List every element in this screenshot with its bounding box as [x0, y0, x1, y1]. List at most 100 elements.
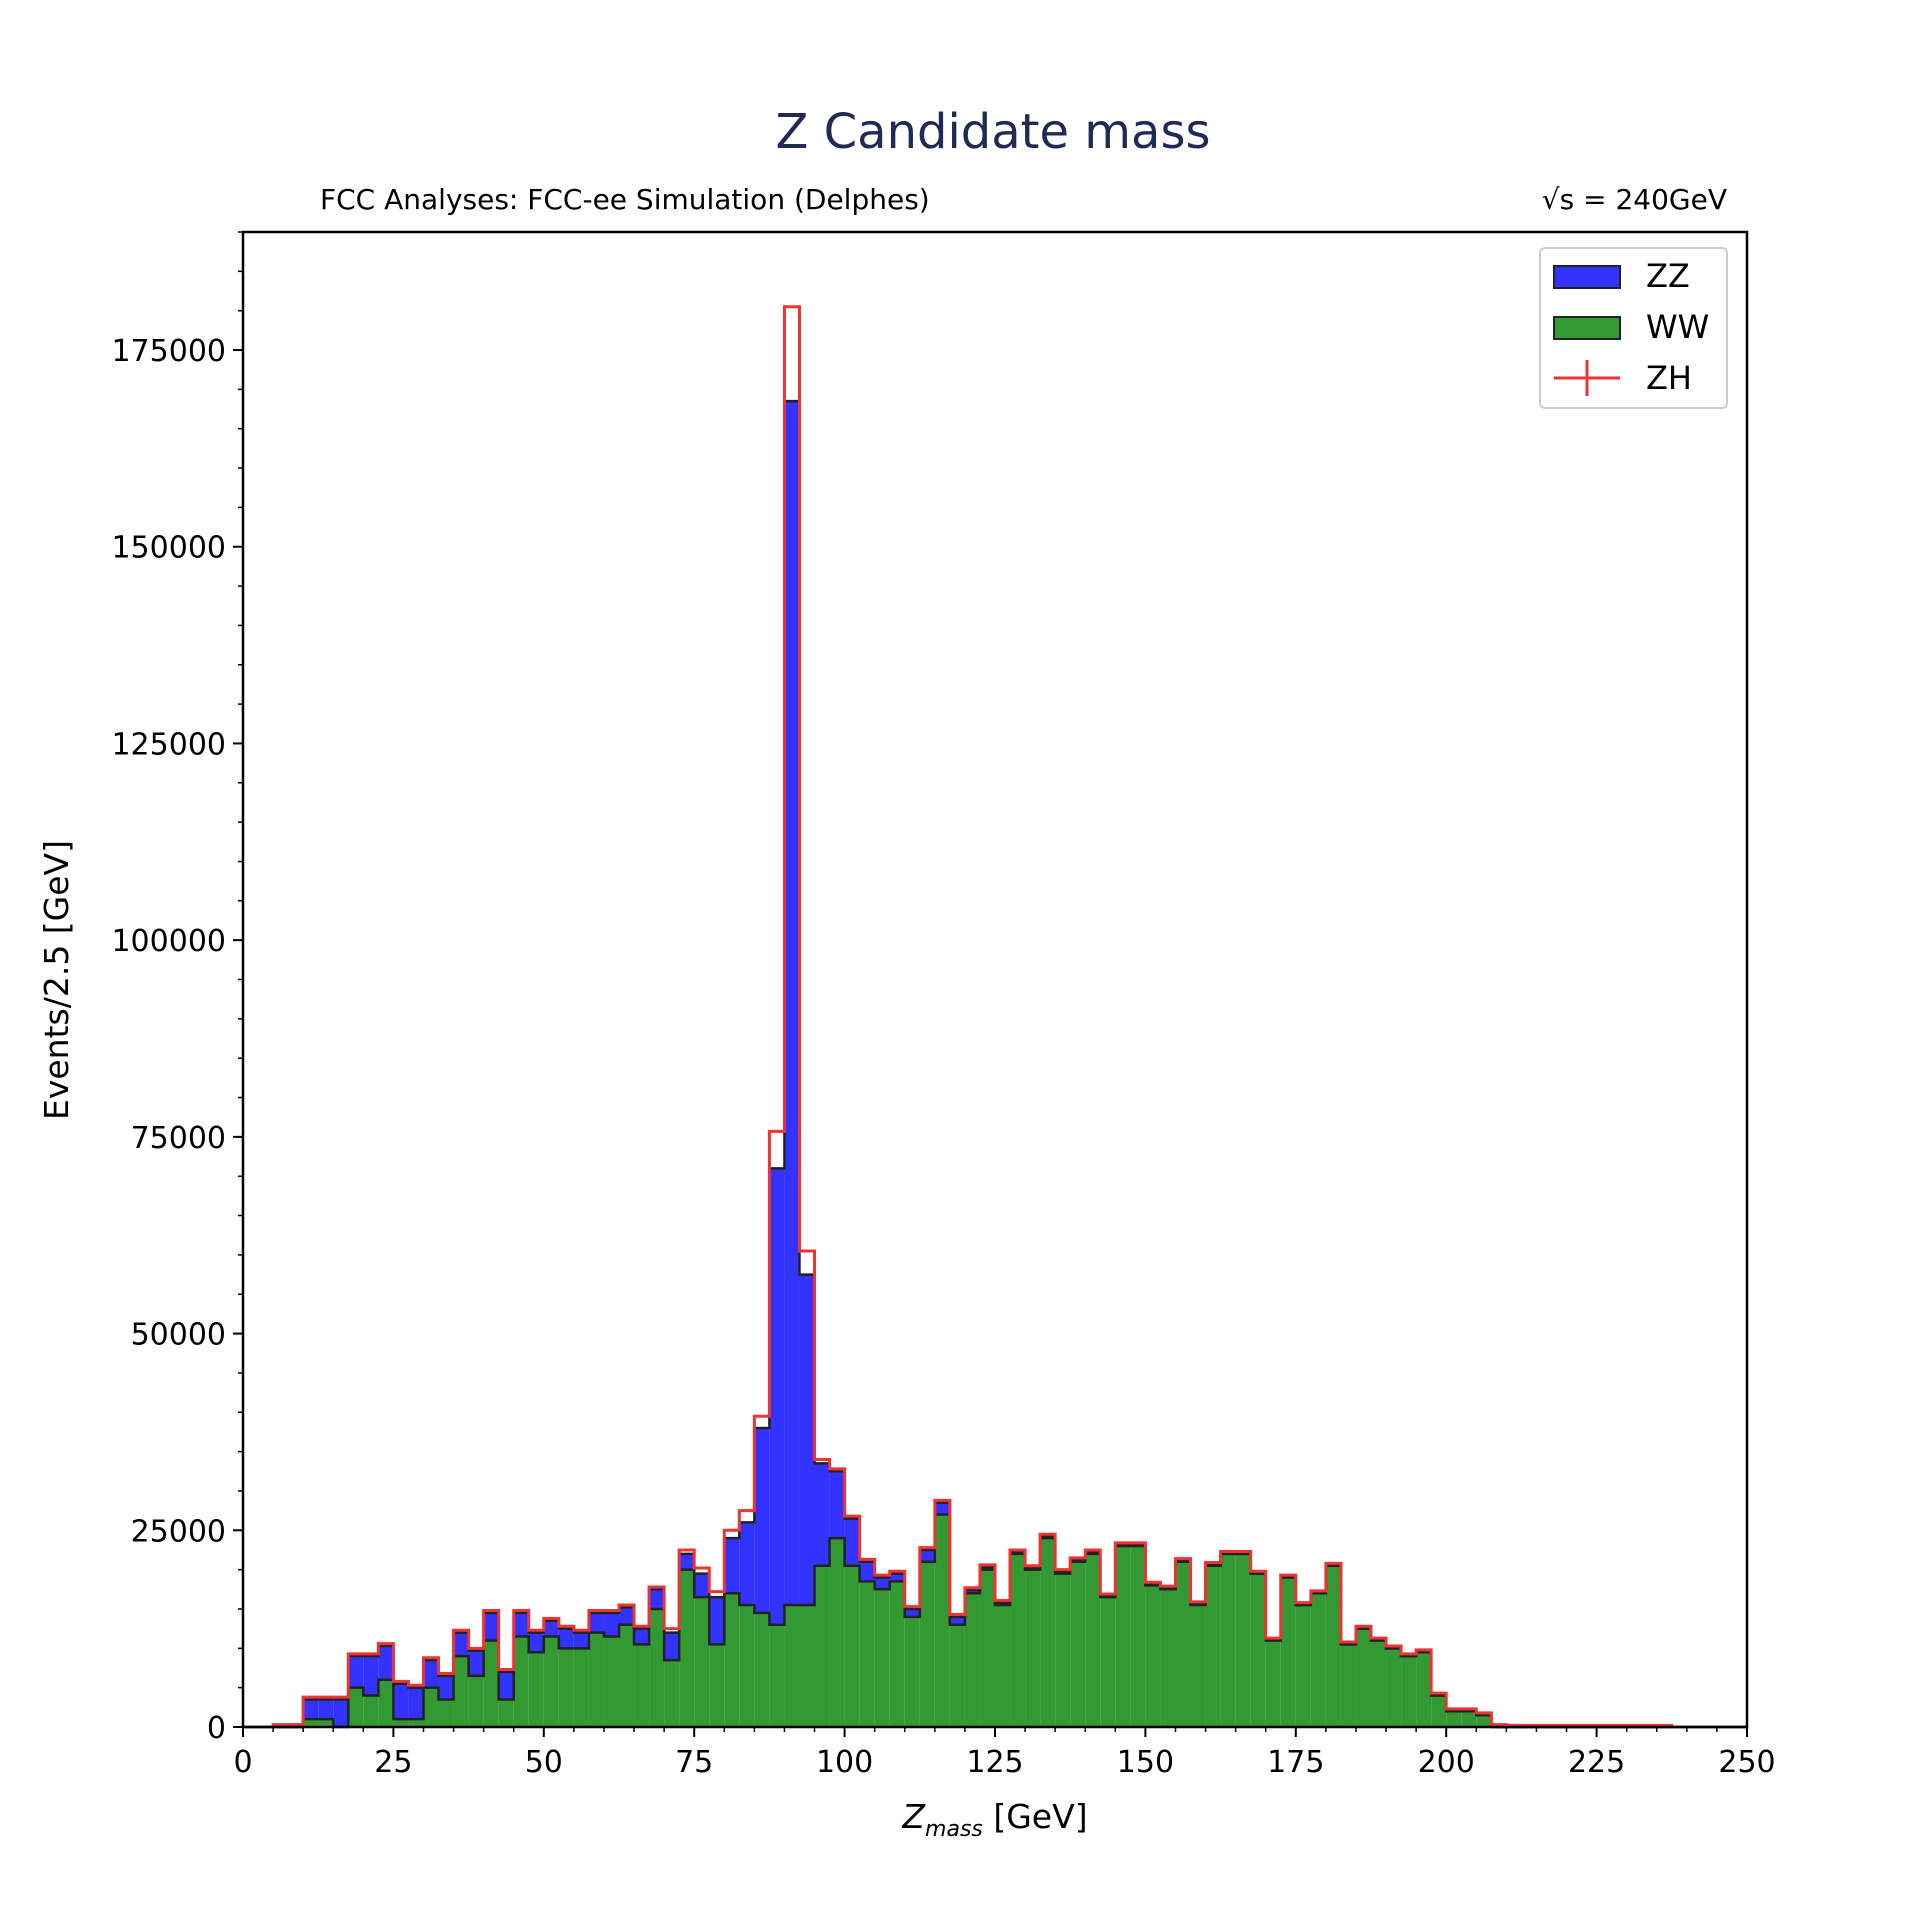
bar-ww: [1431, 1695, 1447, 1727]
bar-zz: [754, 1428, 770, 1613]
bar-ww: [588, 1632, 604, 1727]
bar-zz: [333, 1699, 349, 1727]
bar-ww: [1355, 1628, 1371, 1727]
bar-ww: [784, 1605, 800, 1727]
bar-ww: [694, 1597, 710, 1727]
bar-zz: [949, 1616, 965, 1625]
bar-zz: [844, 1518, 860, 1566]
y-tick-label: 0: [207, 1711, 226, 1746]
bar-ww: [348, 1687, 364, 1727]
bar-ww: [1190, 1605, 1206, 1727]
y-tick-label: 25000: [131, 1514, 226, 1549]
bar-zz: [378, 1645, 394, 1680]
bar-ww: [1085, 1553, 1101, 1727]
bar-zz: [453, 1632, 469, 1657]
bar-zz: [588, 1612, 604, 1633]
bar-ww: [1265, 1640, 1281, 1727]
bar-zz: [739, 1522, 755, 1606]
bar-ww: [603, 1636, 619, 1727]
bar-zz: [573, 1632, 589, 1649]
bar-ww: [889, 1581, 905, 1727]
y-tick-label: 175000: [111, 334, 226, 369]
bar-zz: [814, 1463, 830, 1566]
bar-zz: [543, 1620, 559, 1637]
bar-ww: [1040, 1538, 1056, 1727]
bar-ww: [1401, 1656, 1417, 1727]
bar-ww: [1476, 1715, 1492, 1727]
bar-ww: [1250, 1573, 1266, 1727]
x-axis-title-var: Z: [901, 1797, 926, 1836]
bar-ww: [1310, 1593, 1326, 1727]
bar-zz: [709, 1597, 725, 1645]
bar-ww: [408, 1719, 424, 1727]
bar-ww: [769, 1624, 785, 1727]
bar-ww: [979, 1569, 995, 1727]
bar-ww: [664, 1660, 680, 1727]
bar-ww: [1325, 1565, 1341, 1727]
bar-zz: [363, 1656, 379, 1696]
bar-ww: [919, 1561, 935, 1727]
bar-zz: [649, 1589, 665, 1609]
bar-zz: [438, 1675, 454, 1700]
y-axis: 0 25000 50000 75000 100000 125000 150000 175000: [111, 231, 243, 1746]
bar-ww: [874, 1589, 890, 1727]
legend-label-zz: ZZ: [1646, 257, 1690, 295]
y-tick-label: 75000: [131, 1121, 226, 1156]
x-tick-label: 100: [816, 1745, 873, 1780]
bar-ww: [573, 1648, 589, 1727]
bar-ww: [1416, 1652, 1432, 1727]
x-tick-label: 200: [1418, 1745, 1475, 1780]
plot-area: [243, 305, 1747, 1729]
bar-ww: [1205, 1565, 1221, 1727]
bar-ww: [528, 1652, 544, 1727]
bar-ww: [829, 1538, 845, 1727]
bar-ww: [814, 1565, 830, 1727]
bar-ww: [543, 1636, 559, 1727]
bar-zz: [919, 1549, 935, 1562]
bar-ww: [799, 1605, 815, 1727]
y-tick-label: 100000: [111, 924, 226, 959]
bar-ww: [1280, 1577, 1296, 1727]
bar-ww: [949, 1624, 965, 1727]
bar-zz: [799, 1274, 815, 1606]
bar-ww: [1461, 1711, 1477, 1727]
bar-ww: [498, 1699, 514, 1727]
bar-ww: [844, 1565, 860, 1727]
bar-ww: [483, 1640, 499, 1727]
x-axis-title-sub: mass: [925, 1817, 983, 1842]
x-tick-label: 75: [675, 1745, 713, 1780]
bar-ww: [1175, 1561, 1191, 1727]
bar-ww: [679, 1569, 695, 1727]
legend-swatch-zz: [1553, 265, 1621, 289]
x-tick-label: 25: [374, 1745, 412, 1780]
x-axis-title: Zmass [GeV]: [901, 1797, 1087, 1842]
x-axis-title-unit: [GeV]: [983, 1797, 1088, 1836]
chart-title: Z Candidate mass: [776, 104, 1211, 160]
bar-zz: [393, 1683, 409, 1720]
legend: ZZ WW ZH: [1539, 247, 1728, 409]
x-tick-label: 50: [525, 1745, 563, 1780]
bar-ww: [1130, 1546, 1146, 1727]
bar-zz: [498, 1671, 514, 1700]
bar-ww: [724, 1593, 740, 1727]
chart-subtitle-right: √s = 240GeV: [1542, 183, 1727, 216]
bar-ww: [1386, 1648, 1402, 1727]
bar-zz: [318, 1699, 334, 1720]
bar-zz: [528, 1632, 544, 1653]
bar-ww: [1340, 1644, 1356, 1727]
bar-ww: [754, 1612, 770, 1727]
bar-ww: [438, 1699, 454, 1727]
bar-zz: [889, 1573, 905, 1582]
bar-zz: [619, 1607, 635, 1625]
bar-zz: [423, 1660, 439, 1688]
bar-zz: [408, 1687, 424, 1720]
bar-ww: [1446, 1711, 1462, 1727]
legend-label-ww: WW: [1646, 308, 1709, 346]
bar-ww: [709, 1644, 725, 1727]
bar-zz: [513, 1612, 529, 1637]
bar-ww: [634, 1644, 650, 1727]
bar-ww: [1055, 1573, 1071, 1727]
bar-ww: [378, 1679, 394, 1727]
